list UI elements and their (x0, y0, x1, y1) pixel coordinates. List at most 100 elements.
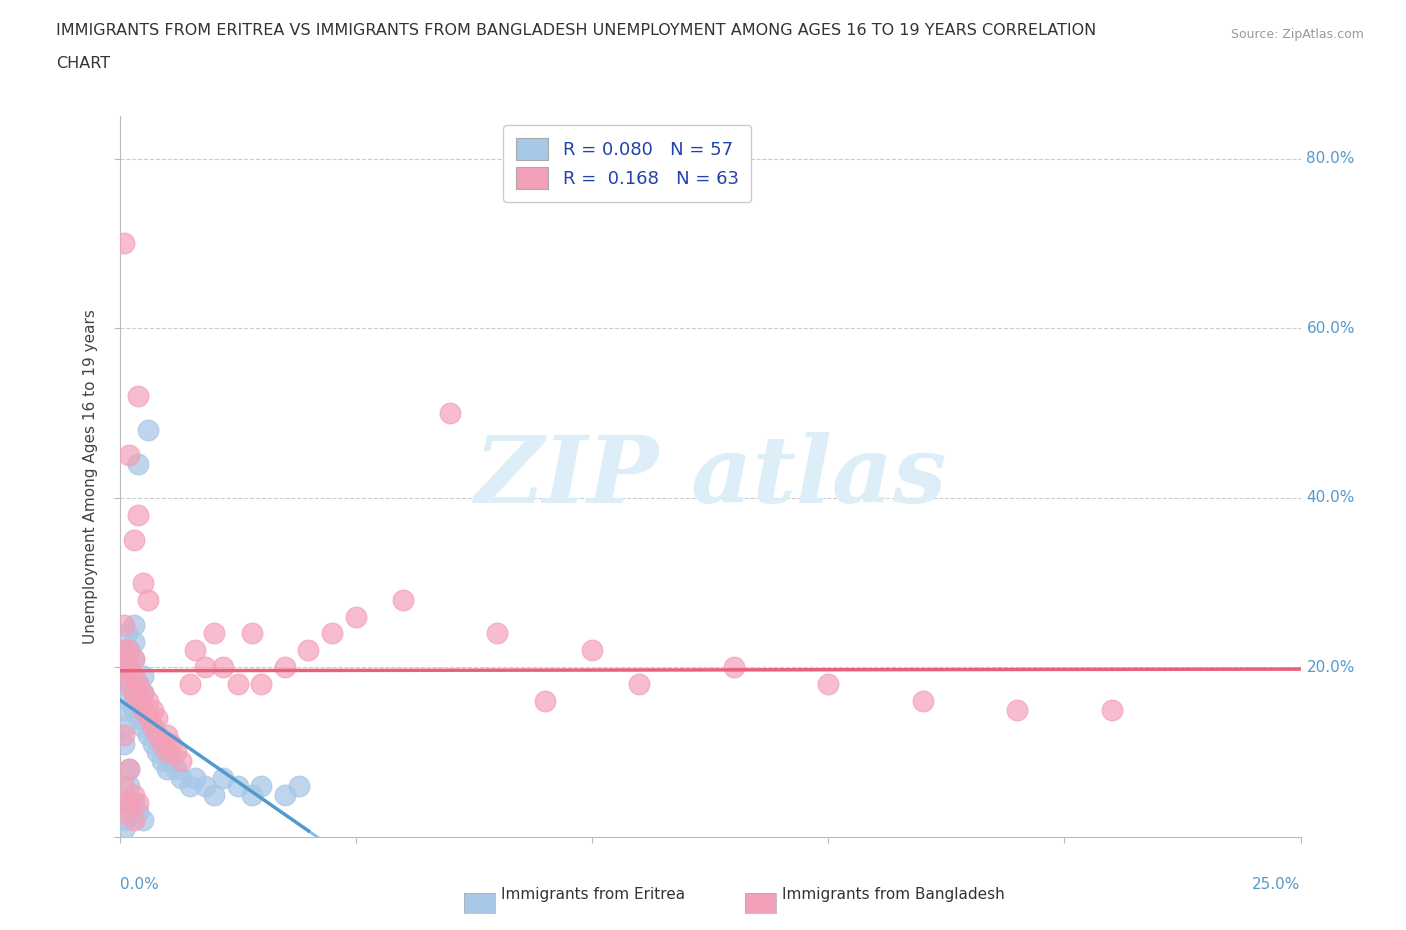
Text: 20.0%: 20.0% (1306, 660, 1355, 675)
Point (122, 652, 145, 667)
Point (156, 745, 179, 760)
Point (165, 762, 187, 777)
Text: IMMIGRANTS FROM ERITREA VS IMMIGRANTS FROM BANGLADESH UNEMPLOYMENT AMONG AGES 16: IMMIGRANTS FROM ERITREA VS IMMIGRANTS FR… (56, 23, 1097, 38)
Point (146, 728, 169, 743)
Point (118, 778, 141, 793)
Point (122, 669, 145, 684)
Point (212, 770, 235, 785)
Point (297, 643, 319, 658)
Point (250, 778, 273, 793)
Text: 0.0%: 0.0% (120, 877, 159, 892)
Point (202, 787, 225, 802)
Point (111, 677, 134, 692)
Point (127, 677, 149, 692)
Point (112, 813, 135, 828)
Point (321, 626, 343, 641)
Point (142, 719, 165, 734)
Point (118, 660, 141, 675)
Point (127, 711, 149, 725)
Point (118, 762, 141, 777)
Point (112, 660, 135, 675)
Point (150, 737, 173, 751)
Point (112, 643, 135, 658)
Point (193, 660, 215, 675)
Point (122, 652, 145, 667)
Point (142, 702, 165, 717)
Point (156, 745, 179, 760)
Point (136, 592, 159, 607)
Point (127, 694, 149, 709)
Point (202, 626, 225, 641)
Point (1101, 702, 1123, 717)
Point (136, 711, 159, 725)
Point (136, 422, 159, 437)
Point (179, 778, 201, 793)
Point (581, 643, 603, 658)
Text: CHART: CHART (56, 56, 110, 71)
Point (723, 660, 745, 675)
Point (817, 677, 839, 692)
Point (250, 677, 273, 692)
Text: Source: ZipAtlas.com: Source: ZipAtlas.com (1230, 28, 1364, 41)
Legend: R = 0.080   N = 57, R =  0.168   N = 63: R = 0.080 N = 57, R = 0.168 N = 63 (503, 126, 751, 202)
Point (122, 813, 145, 828)
Point (1005, 702, 1028, 717)
Point (118, 643, 141, 658)
Text: ZIP atlas: ZIP atlas (474, 432, 946, 522)
Point (132, 685, 155, 700)
Text: 60.0%: 60.0% (1306, 321, 1355, 336)
Point (911, 694, 934, 709)
Point (156, 762, 179, 777)
Point (142, 737, 165, 751)
Point (118, 677, 141, 692)
Point (240, 626, 263, 641)
Point (118, 643, 141, 658)
Point (112, 778, 135, 793)
Point (132, 719, 155, 734)
Point (132, 685, 155, 700)
Point (112, 702, 135, 717)
Point (122, 685, 145, 700)
Point (132, 575, 155, 590)
Point (122, 634, 145, 649)
Point (533, 694, 555, 709)
Point (127, 389, 149, 404)
Point (274, 660, 297, 675)
Point (127, 677, 149, 692)
Text: 40.0%: 40.0% (1306, 490, 1355, 505)
Point (184, 770, 207, 785)
Point (170, 770, 193, 785)
Point (212, 660, 235, 675)
Point (127, 796, 149, 811)
Point (165, 745, 187, 760)
Point (118, 694, 141, 709)
Point (142, 719, 165, 734)
Text: Immigrants from Bangladesh: Immigrants from Bangladesh (782, 887, 1004, 902)
Point (122, 796, 145, 811)
Point (127, 694, 149, 709)
Point (112, 719, 135, 734)
Point (122, 702, 145, 717)
Point (112, 728, 135, 743)
Point (112, 804, 135, 819)
Point (112, 821, 135, 836)
Point (150, 737, 173, 751)
Point (439, 405, 461, 420)
Point (184, 643, 207, 658)
Y-axis label: Unemployment Among Ages 16 to 19 years: Unemployment Among Ages 16 to 19 years (83, 309, 98, 644)
Point (288, 778, 311, 793)
Point (146, 728, 169, 743)
Text: Immigrants from Eritrea: Immigrants from Eritrea (501, 887, 685, 902)
Point (170, 753, 193, 768)
Point (127, 457, 149, 472)
Point (156, 728, 179, 743)
Point (160, 737, 183, 751)
Text: 25.0%: 25.0% (1253, 877, 1301, 892)
Point (179, 677, 201, 692)
Point (132, 702, 155, 717)
Point (344, 609, 367, 624)
Point (118, 762, 141, 777)
Point (115, 626, 138, 641)
Point (274, 787, 297, 802)
Point (226, 778, 249, 793)
